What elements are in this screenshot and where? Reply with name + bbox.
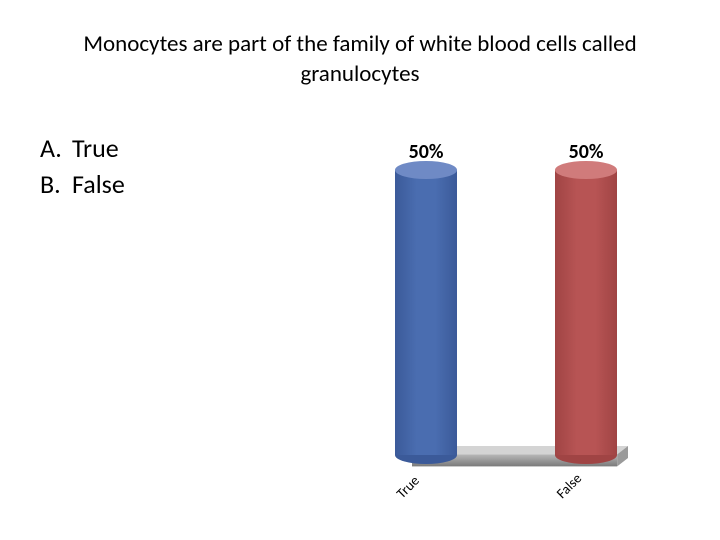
answer-item-a: A. True	[40, 130, 125, 166]
answer-text: False	[72, 166, 125, 202]
axis-label-true: True	[393, 472, 423, 502]
axis-label-false: False	[553, 470, 585, 502]
bar-cylinder	[555, 170, 617, 455]
bar-cylinder	[395, 170, 457, 455]
answer-letter: B.	[40, 166, 72, 202]
answer-item-b: B. False	[40, 166, 125, 202]
bar-true: 50%	[395, 140, 457, 455]
chart-platform	[340, 446, 700, 470]
answer-text: True	[72, 130, 119, 166]
bar-false: 50%	[555, 140, 617, 455]
answer-letter: A.	[40, 130, 72, 166]
answer-list: A. True B. False	[40, 130, 125, 203]
question-title: Monocytes are part of the family of whit…	[60, 30, 660, 90]
bar-chart: 50% 50% True False	[340, 120, 700, 510]
